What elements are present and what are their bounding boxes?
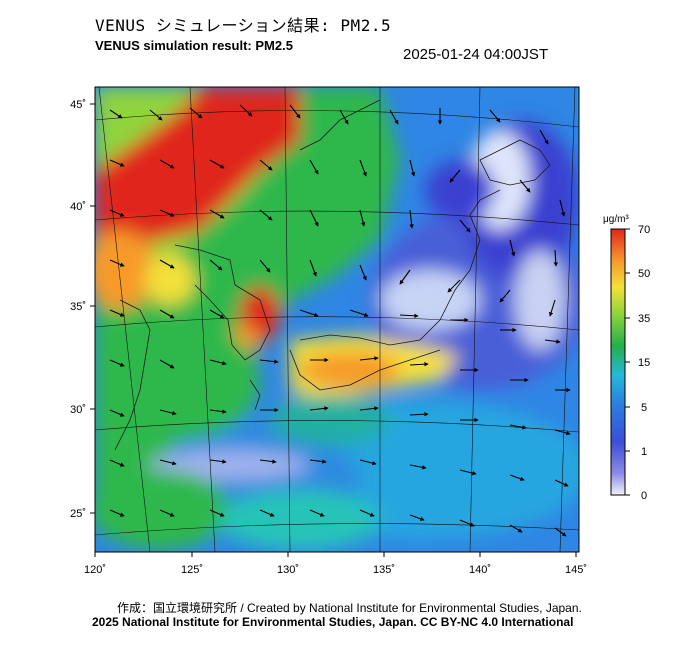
colorbar-legend: μg/m³ 70 50 35 15 5 1 0 [603, 214, 650, 502]
wind-vectors [109, 104, 571, 537]
colorbar-tick-35: 35 [638, 313, 650, 325]
map-frame [94, 86, 580, 553]
colorbar-tick-70: 70 [638, 224, 650, 236]
colorbar-tick-0: 0 [641, 490, 647, 502]
lat-label-45: 45˚ [70, 99, 86, 111]
coastlines [114, 99, 551, 451]
page-title-japanese: VENUS シミュレーション結果: PM2.5 [95, 16, 392, 35]
lon-label-135: 135˚ [373, 564, 395, 576]
latitude-axis: 45˚ 40˚ 35˚ 30˚ 25˚ [70, 99, 95, 520]
forecast-timestamp: 2025-01-24 04:00JST [403, 46, 549, 63]
lon-label-120: 120˚ [84, 564, 106, 576]
pm25-concentration-field [95, 87, 579, 552]
license-line: 2025 National Institute for Environmenta… [92, 615, 574, 629]
credit-line: 作成：国立環境研究所 / Created by National Institu… [117, 601, 582, 615]
page-title-english: VENUS simulation result: PM2.5 [95, 38, 293, 53]
lon-label-140: 140˚ [469, 564, 491, 576]
graticule-lines [95, 87, 579, 552]
lat-label-35: 35˚ [70, 301, 86, 313]
colorbar-ramp [610, 228, 626, 496]
lat-label-30: 30˚ [70, 404, 86, 416]
lon-label-130: 130˚ [277, 564, 299, 576]
colorbar-tick-15: 15 [638, 357, 650, 369]
longitude-axis: 120˚ 125˚ 130˚ 135˚ 140˚ 145˚ [84, 552, 587, 576]
colorbar-unit: μg/m³ [603, 214, 629, 225]
lon-label-125: 125˚ [181, 564, 203, 576]
colorbar-tick-1: 1 [641, 446, 647, 458]
colorbar-tick-5: 5 [641, 402, 647, 414]
lat-label-40: 40˚ [70, 201, 86, 213]
colorbar-tick-50: 50 [638, 268, 650, 280]
lon-label-145: 145˚ [565, 564, 587, 576]
lat-label-25: 25˚ [70, 508, 86, 520]
